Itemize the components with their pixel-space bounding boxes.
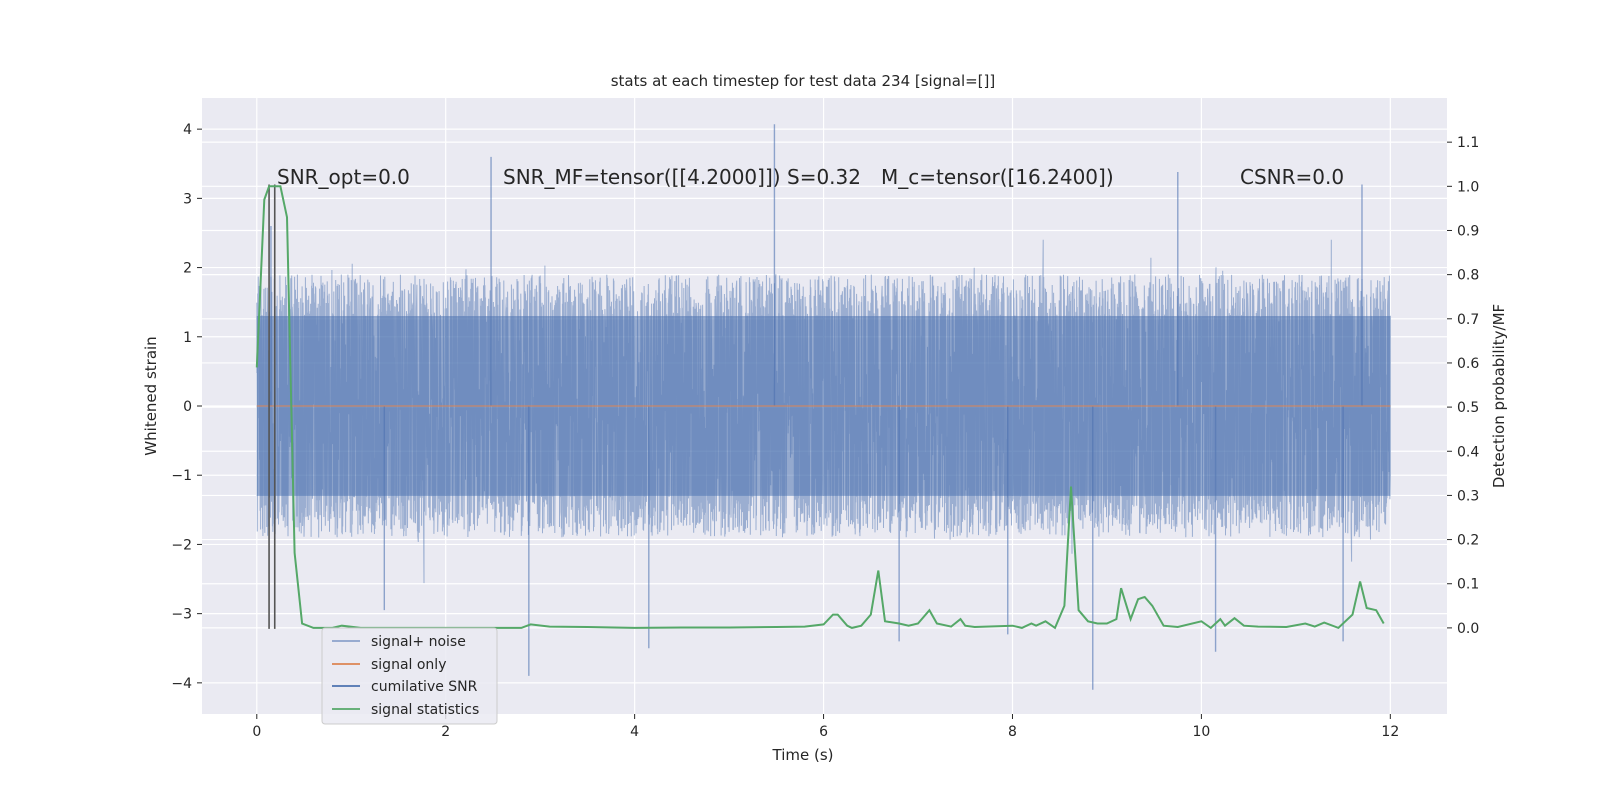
y2-axis-label: Detection probability/MF xyxy=(1490,304,1508,488)
y-tick-label: 0 xyxy=(183,399,192,415)
legend-label-signal-statistics: signal statistics xyxy=(371,702,479,718)
noise-trace xyxy=(256,239,1391,584)
right-axis-ticks: 1.1 1.0 0.9 0.8 0.7 0.6 0.5 0.4 0.3 0.2 0.1 0.0 xyxy=(1447,135,1479,637)
x-tick-label: 10 xyxy=(1192,724,1210,740)
y2-tick-label: 0.0 xyxy=(1457,621,1479,637)
y2-tick-label: 0.3 xyxy=(1457,488,1479,504)
annotation-csnr: CSNR=0.0 xyxy=(1240,165,1344,189)
y-tick-label: 4 xyxy=(183,122,192,138)
annotation-mc: M_c=tensor([16.2400]) xyxy=(881,165,1114,189)
y-tick-label: 1 xyxy=(183,330,192,346)
annotations: SNR_opt=0.0 SNR_MF=tensor([[4.2000]]) S=… xyxy=(277,165,1344,189)
legend-label-signal-noise: signal+ noise xyxy=(371,634,466,650)
y2-tick-label: 0.4 xyxy=(1457,444,1479,460)
x-tick-label: 4 xyxy=(630,724,639,740)
y2-tick-label: 0.2 xyxy=(1457,533,1479,549)
x-tick-label: 0 xyxy=(252,724,261,740)
y2-tick-label: 1.0 xyxy=(1457,179,1479,195)
y-tick-label: −3 xyxy=(171,607,192,623)
left-axis-ticks: 4 3 2 1 0 −1 −2 −3 −4 xyxy=(171,122,202,692)
annotation-snr-opt: SNR_opt=0.0 xyxy=(277,165,410,189)
legend: signal+ noise signal only cumilative SNR… xyxy=(321,627,498,725)
x-axis-label: Time (s) xyxy=(772,746,834,764)
y-axis-label: Whitened strain xyxy=(142,336,160,455)
x-tick-label: 6 xyxy=(819,724,828,740)
y2-tick-label: 0.9 xyxy=(1457,223,1479,239)
y-tick-label: 3 xyxy=(183,191,192,207)
y2-tick-label: 0.1 xyxy=(1457,577,1479,593)
y2-tick-label: 0.5 xyxy=(1457,400,1479,416)
y2-tick-label: 1.1 xyxy=(1457,135,1479,151)
y2-tick-label: 0.8 xyxy=(1457,268,1479,284)
y-tick-label: −2 xyxy=(171,537,192,553)
y-tick-label: −1 xyxy=(171,468,192,484)
y2-tick-label: 0.7 xyxy=(1457,312,1479,328)
vertical-markers xyxy=(268,184,276,629)
annotation-snr-mf: SNR_MF=tensor([[4.2000]]) xyxy=(503,165,781,189)
annotation-s: S=0.32 xyxy=(787,165,861,189)
y-tick-label: −4 xyxy=(171,676,192,692)
y2-tick-label: 0.6 xyxy=(1457,356,1479,372)
y-tick-label: 2 xyxy=(183,261,192,277)
legend-label-cumilative-snr: cumilative SNR xyxy=(371,679,478,695)
x-tick-label: 12 xyxy=(1381,724,1399,740)
legend-box xyxy=(321,627,498,725)
x-tick-label: 8 xyxy=(1008,724,1017,740)
x-tick-label: 2 xyxy=(441,724,450,740)
chart-title: stats at each timestep for test data 234… xyxy=(611,72,996,90)
legend-label-signal-only: signal only xyxy=(371,657,446,673)
